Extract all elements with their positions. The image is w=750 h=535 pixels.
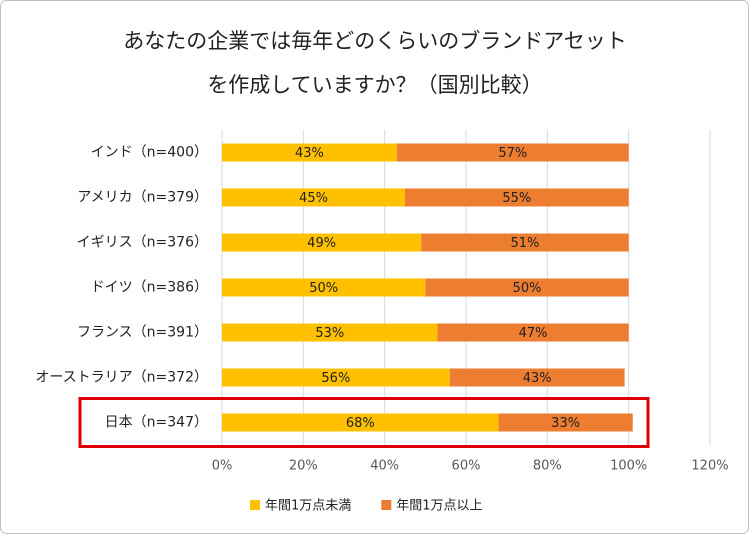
bar-segment	[396, 143, 629, 162]
category-label: フランス（n=391）	[77, 325, 208, 341]
value-label: 45%	[299, 191, 328, 206]
value-label: 57%	[498, 146, 527, 161]
value-label: 49%	[307, 236, 336, 251]
x-tick-label: 0%	[212, 459, 233, 474]
chart-title: あなたの企業では毎年どのくらいのブランドアセット	[123, 29, 627, 53]
highlight-box	[78, 397, 650, 448]
value-label: 43%	[523, 371, 552, 386]
x-tick-label: 120%	[691, 459, 728, 474]
legend-swatch	[250, 500, 260, 510]
x-tick-label: 20%	[289, 459, 318, 474]
value-label: 68%	[346, 416, 375, 431]
x-tick-label: 60%	[452, 459, 481, 474]
value-label: 50%	[309, 281, 338, 296]
value-label: 50%	[513, 281, 542, 296]
value-label: 47%	[519, 326, 548, 341]
category-label: インド（n=400）	[91, 145, 208, 161]
category-label: イギリス（n=376）	[77, 235, 208, 251]
x-tick-label: 100%	[610, 459, 647, 474]
bar-segment	[421, 233, 629, 252]
category-label: ドイツ（n=386）	[91, 280, 208, 296]
bar-segment	[222, 368, 450, 387]
bar-segment	[222, 188, 405, 207]
value-label: 43%	[295, 146, 324, 161]
legend-label: 年間1万点未満	[265, 499, 351, 514]
bar-segment	[222, 413, 499, 432]
category-label: アメリカ（n=379）	[77, 190, 208, 206]
chart-title: を作成していますか？（国別比較）	[207, 73, 542, 97]
bar-segment	[437, 323, 629, 342]
value-label: 56%	[321, 371, 350, 386]
value-label: 55%	[502, 191, 531, 206]
category-label: 日本（n=347）	[105, 415, 208, 431]
bar-segment	[222, 278, 426, 297]
legend-label: 年間1万点以上	[396, 499, 482, 514]
bar-segment	[222, 143, 397, 162]
bar-segment	[449, 368, 625, 387]
bar-segment	[425, 278, 629, 297]
bar-segment	[498, 413, 633, 432]
value-label: 33%	[551, 416, 580, 431]
value-label: 51%	[511, 236, 540, 251]
bar-segment	[222, 233, 422, 252]
x-tick-label: 40%	[370, 459, 399, 474]
value-label: 53%	[315, 326, 344, 341]
x-tick-label: 80%	[533, 459, 562, 474]
bar-segment	[222, 323, 438, 342]
legend-swatch	[381, 500, 392, 510]
category-label: オーストラリア（n=372）	[35, 370, 208, 386]
bar-segment	[405, 188, 629, 207]
